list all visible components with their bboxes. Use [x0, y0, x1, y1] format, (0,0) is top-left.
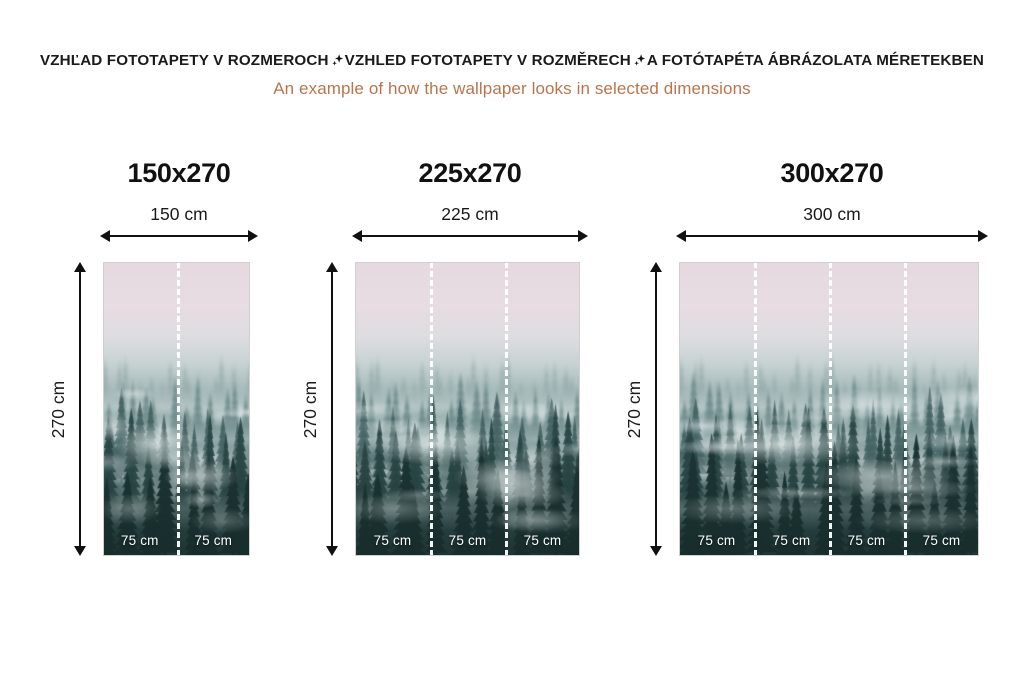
- height-dimension-arrow: [324, 262, 340, 556]
- sparkle-icon: [328, 52, 346, 70]
- arrow-head-right: [978, 230, 988, 242]
- arrow-head-right: [248, 230, 258, 242]
- panel-height-label: 270 cm: [48, 380, 69, 438]
- panel-height-label: 270 cm: [300, 380, 321, 438]
- header: VZHĽAD FOTOTAPETY V ROZMEROCH VZHLED FOT…: [0, 0, 1024, 99]
- forest-silhouette: [355, 262, 580, 556]
- panel-width-label: 300 cm: [803, 204, 861, 224]
- wallpaper-preview-225: 75 cm 75 cm 75 cm: [355, 262, 580, 556]
- arrow-head-left: [676, 230, 686, 242]
- arrow-line-vertical: [331, 269, 333, 549]
- arrow-head-left: [352, 230, 362, 242]
- panel-width-label: 225 cm: [441, 204, 499, 224]
- panel-height-label-wrap: 270 cm: [624, 262, 646, 556]
- arrow-line: [359, 235, 581, 237]
- arrow-head-bottom: [326, 546, 338, 556]
- arrow-head-left: [100, 230, 110, 242]
- size-panel-225x270: 225x270 225 cm 270 cm 75 cm 75 cm 75 c: [300, 158, 588, 556]
- forest-silhouette: [103, 262, 250, 556]
- width-dimension-arrow: [100, 228, 258, 244]
- sparkle-icon-2: [630, 52, 648, 70]
- panel-title: 225x270: [418, 158, 522, 188]
- wallpaper-preview-300: 75 cm 75 cm 75 cm 75 cm: [679, 262, 979, 556]
- panel-title: 300x270: [780, 158, 884, 188]
- title-segment-sk: VZHĽAD FOTOTAPETY V ROZMEROCH: [39, 51, 329, 69]
- panel-width-label: 150 cm: [150, 204, 208, 224]
- title-segment-cz: VZHLED FOTOTAPETY V ROZMĚRECH: [344, 51, 631, 69]
- width-dimension-arrow: [352, 228, 588, 244]
- arrow-head-top: [326, 262, 338, 272]
- panel-height-label: 270 cm: [624, 380, 645, 438]
- panel-height-label-wrap: 270 cm: [48, 262, 70, 556]
- forest-silhouette: [679, 262, 979, 556]
- page-title: VZHĽAD FOTOTAPETY V ROZMEROCH VZHLED FOT…: [0, 52, 1024, 70]
- width-dimension-arrow: [676, 228, 988, 244]
- size-panel-150x270: 150x270 150 cm 270 cm 75 cm 75 cm: [48, 158, 258, 556]
- arrow-head-top: [74, 262, 86, 272]
- arrow-line: [107, 235, 251, 237]
- size-examples-row: 150x270 150 cm 270 cm 75 cm 75 cm: [0, 160, 1024, 590]
- arrow-head-top: [650, 262, 662, 272]
- arrow-line-vertical: [655, 269, 657, 549]
- height-dimension-arrow: [72, 262, 88, 556]
- arrow-line-vertical: [79, 269, 81, 549]
- panel-title: 150x270: [127, 158, 231, 188]
- wallpaper-preview-150: 75 cm 75 cm: [103, 262, 250, 556]
- size-panel-300x270: 300x270 300 cm 270 cm 75 cm 75 cm: [624, 158, 988, 556]
- panel-height-label-wrap: 270 cm: [300, 262, 322, 556]
- arrow-head-bottom: [650, 546, 662, 556]
- arrow-head-bottom: [74, 546, 86, 556]
- arrow-head-right: [578, 230, 588, 242]
- arrow-line: [683, 235, 981, 237]
- title-segment-hu: A FOTÓTAPÉTA ÁBRÁZOLATA MÉRETEKBEN: [646, 51, 985, 69]
- page-subtitle: An example of how the wallpaper looks in…: [273, 79, 751, 98]
- height-dimension-arrow: [648, 262, 664, 556]
